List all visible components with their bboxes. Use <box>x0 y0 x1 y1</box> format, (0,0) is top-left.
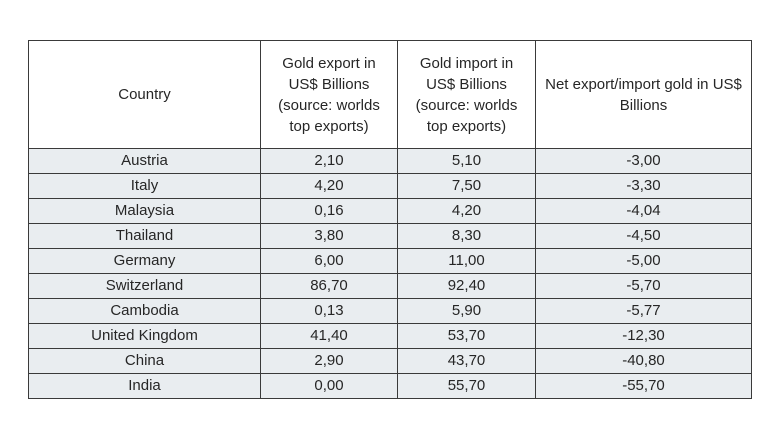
cell-net: -55,70 <box>535 373 752 399</box>
cell-import: 53,70 <box>397 323 536 349</box>
cell-net: -5,70 <box>535 273 752 299</box>
cell-net: -12,30 <box>535 323 752 349</box>
cell-country: India <box>28 373 261 399</box>
cell-net: -40,80 <box>535 348 752 374</box>
cell-country: Austria <box>28 148 261 174</box>
cell-import: 7,50 <box>397 173 536 199</box>
table-row: Italy 4,20 7,50 -3,30 <box>28 173 752 199</box>
table-row: India 0,00 55,70 -55,70 <box>28 373 752 399</box>
cell-net: -4,50 <box>535 223 752 249</box>
table-row: Malaysia 0,16 4,20 -4,04 <box>28 198 752 224</box>
cell-net: -3,30 <box>535 173 752 199</box>
table-row: United Kingdom 41,40 53,70 -12,30 <box>28 323 752 349</box>
cell-country: China <box>28 348 261 374</box>
cell-export: 2,90 <box>260 348 398 374</box>
cell-export: 6,00 <box>260 248 398 274</box>
header-gold-export: Gold export in US$ Billions (source: wor… <box>260 40 398 149</box>
header-row: Country Gold export in US$ Billions (sou… <box>28 40 752 149</box>
header-net-export-import: Net export/import gold in US$ Billions <box>535 40 752 149</box>
cell-export: 0,00 <box>260 373 398 399</box>
header-country: Country <box>28 40 261 149</box>
cell-export: 41,40 <box>260 323 398 349</box>
cell-export: 4,20 <box>260 173 398 199</box>
table-row: Switzerland 86,70 92,40 -5,70 <box>28 273 752 299</box>
cell-export: 2,10 <box>260 148 398 174</box>
cell-country: Thailand <box>28 223 261 249</box>
cell-country: Germany <box>28 248 261 274</box>
cell-country: Italy <box>28 173 261 199</box>
table-row: Austria 2,10 5,10 -3,00 <box>28 148 752 174</box>
cell-import: 8,30 <box>397 223 536 249</box>
cell-import: 43,70 <box>397 348 536 374</box>
gold-trade-table: Country Gold export in US$ Billions (sou… <box>28 40 752 399</box>
cell-net: -3,00 <box>535 148 752 174</box>
cell-net: -5,00 <box>535 248 752 274</box>
cell-import: 55,70 <box>397 373 536 399</box>
cell-net: -5,77 <box>535 298 752 324</box>
table-row: China 2,90 43,70 -40,80 <box>28 348 752 374</box>
header-gold-import: Gold import in US$ Billions (source: wor… <box>397 40 536 149</box>
cell-export: 0,16 <box>260 198 398 224</box>
cell-import: 5,10 <box>397 148 536 174</box>
cell-export: 86,70 <box>260 273 398 299</box>
cell-import: 11,00 <box>397 248 536 274</box>
cell-country: United Kingdom <box>28 323 261 349</box>
cell-import: 5,90 <box>397 298 536 324</box>
table-row: Cambodia 0,13 5,90 -5,77 <box>28 298 752 324</box>
cell-import: 92,40 <box>397 273 536 299</box>
cell-import: 4,20 <box>397 198 536 224</box>
table-row: Germany 6,00 11,00 -5,00 <box>28 248 752 274</box>
cell-export: 3,80 <box>260 223 398 249</box>
table-row: Thailand 3,80 8,30 -4,50 <box>28 223 752 249</box>
cell-country: Malaysia <box>28 198 261 224</box>
cell-country: Cambodia <box>28 298 261 324</box>
cell-export: 0,13 <box>260 298 398 324</box>
cell-country: Switzerland <box>28 273 261 299</box>
cell-net: -4,04 <box>535 198 752 224</box>
